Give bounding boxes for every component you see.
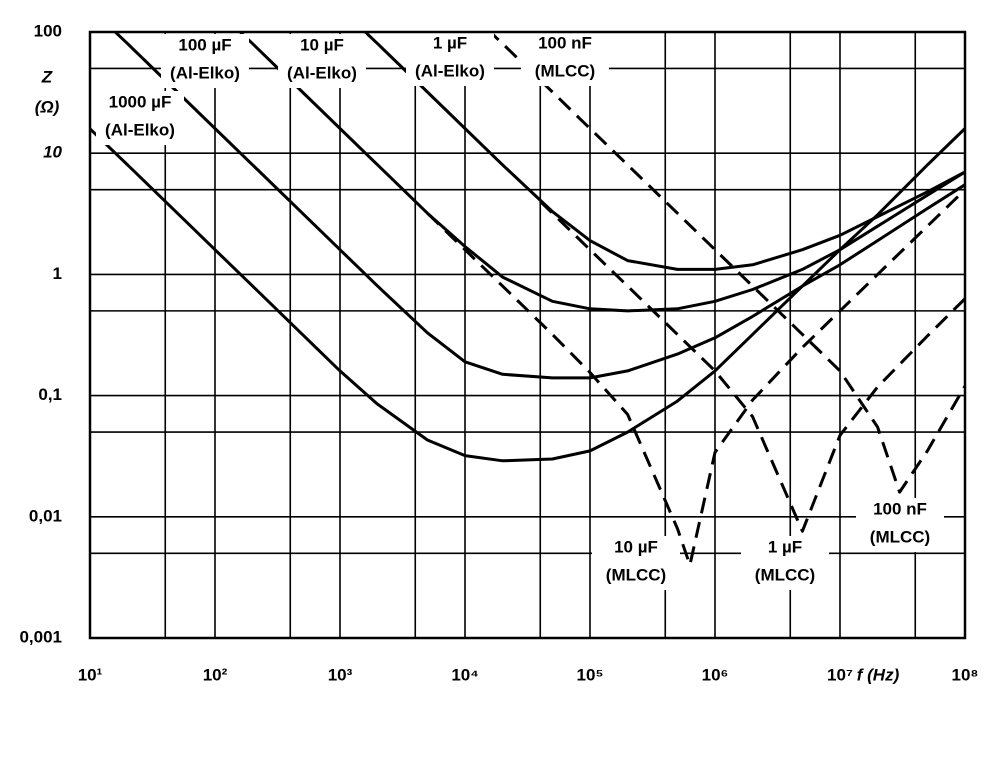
label-background — [406, 32, 494, 86]
series-line — [426, 188, 965, 567]
x-tick-label: 10⁵ — [577, 665, 604, 684]
curve-label: 1 µF — [433, 33, 467, 52]
label-background — [592, 536, 680, 590]
y-tick-label: 0,1 — [38, 385, 62, 404]
label-background — [521, 32, 609, 86]
curve-label: 10 µF — [614, 537, 658, 556]
curve-label: 10 µF — [300, 35, 344, 54]
curve-label: (MLCC) — [535, 61, 595, 80]
label-background — [96, 91, 184, 145]
curve-label: 100 nF — [538, 33, 592, 52]
curve-label: (Al-Elko) — [415, 61, 485, 80]
curve-label: 1 µF — [768, 537, 802, 556]
y-tick-label: 0,01 — [29, 506, 62, 525]
curve-label: 1000 µF — [109, 92, 172, 111]
curve-label: (MLCC) — [606, 565, 666, 584]
x-tick-label: 10⁶ — [702, 665, 729, 684]
label-background — [856, 498, 944, 552]
curve-label: (MLCC) — [870, 527, 930, 546]
x-tick-label: 10³ — [328, 665, 353, 684]
curve-label: (Al-Elko) — [287, 63, 357, 82]
y-tick-label: 0,001 — [19, 627, 62, 646]
curve-label: (Al-Elko) — [170, 63, 240, 82]
x-tick-label: 10⁷ — [827, 665, 853, 684]
curve-label: 100 nF — [873, 499, 927, 518]
curve-label: (MLCC) — [755, 565, 815, 584]
y-axis-unit: (Ω) — [35, 97, 60, 116]
y-tick-label: 10 — [43, 143, 62, 162]
x-tick-label: 10⁴ — [451, 665, 478, 684]
y-axis-label: Z — [41, 67, 53, 86]
y-tick-label: 1 — [53, 264, 62, 283]
curve-label: (Al-Elko) — [105, 120, 175, 139]
x-tick-label: 10¹ — [78, 665, 103, 684]
curve-labels: 1000 µF (Al-Elko) 100 µF (Al-Elko) 10 µF (Al-… — [96, 32, 944, 590]
label-background — [278, 34, 366, 88]
plot-frame — [88, 30, 967, 640]
label-background — [741, 536, 829, 590]
series-line — [363, 32, 965, 271]
series-line — [539, 200, 965, 533]
series-line — [113, 32, 965, 380]
label-background — [161, 34, 249, 88]
curve-label: 100 µF — [178, 35, 231, 54]
plot-lines — [90, 32, 965, 567]
x-tick-label: 10⁸ — [952, 665, 979, 684]
y-tick-label: 100 — [34, 21, 62, 40]
x-tick-label: 10² — [203, 665, 228, 684]
series-line — [238, 32, 965, 313]
series-line — [90, 127, 965, 463]
x-axis-label: f (Hz) — [857, 665, 900, 684]
